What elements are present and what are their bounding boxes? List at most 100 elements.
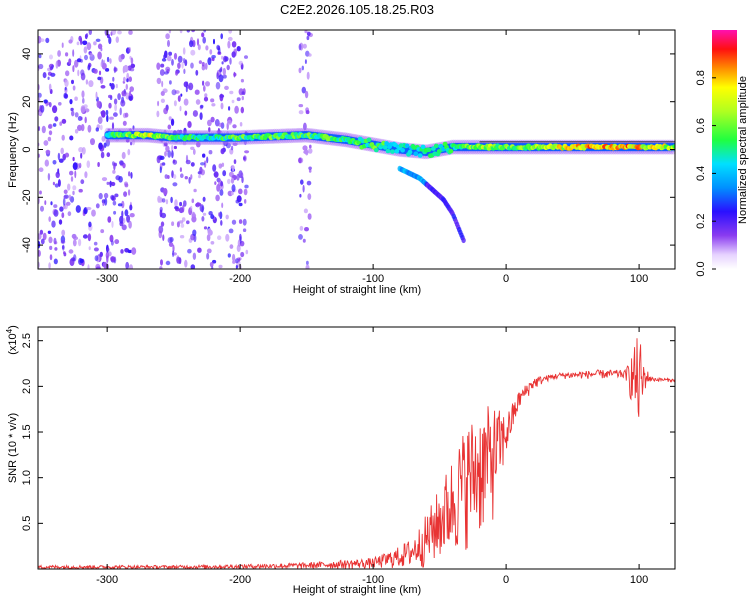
noise-speckle bbox=[69, 135, 74, 141]
y-tick-label: 0 bbox=[21, 146, 33, 152]
noise-speckle bbox=[64, 152, 70, 158]
y-tick-label: 40 bbox=[21, 48, 33, 60]
noise-speckle bbox=[47, 76, 50, 81]
noise-speckle bbox=[39, 190, 42, 195]
noise-speckle bbox=[115, 83, 118, 89]
noise-speckle bbox=[117, 30, 122, 35]
noise-speckle bbox=[180, 93, 183, 97]
noise-speckle bbox=[304, 59, 307, 64]
noise-speckle bbox=[71, 110, 75, 117]
noise-speckle bbox=[240, 251, 245, 258]
x-tick-label: -300 bbox=[96, 273, 118, 285]
noise-speckle bbox=[119, 107, 122, 116]
noise-speckle bbox=[208, 211, 213, 216]
noise-speckle bbox=[39, 38, 45, 42]
noise-speckle bbox=[204, 62, 208, 70]
noise-speckle bbox=[58, 102, 62, 106]
noise-speckle bbox=[63, 252, 67, 257]
noise-speckle bbox=[197, 247, 202, 253]
noise-speckle bbox=[229, 244, 234, 249]
colorbar-tick-label: 0.8 bbox=[695, 70, 707, 85]
noise-speckle bbox=[79, 258, 84, 264]
noise-speckle bbox=[74, 112, 79, 118]
noise-speckle bbox=[97, 43, 103, 50]
noise-speckle bbox=[182, 141, 187, 146]
noise-speckle bbox=[208, 127, 211, 133]
noise-speckle bbox=[199, 112, 203, 120]
noise-speckle bbox=[39, 229, 44, 235]
noise-speckle bbox=[307, 53, 312, 57]
noise-speckle bbox=[238, 188, 243, 195]
noise-speckle bbox=[298, 43, 302, 51]
noise-speckle bbox=[113, 112, 118, 117]
noise-speckle bbox=[183, 81, 189, 88]
noise-speckle bbox=[96, 266, 101, 269]
noise-speckle bbox=[233, 159, 237, 165]
noise-speckle bbox=[157, 195, 161, 203]
noise-speckle bbox=[128, 76, 132, 82]
noise-speckle bbox=[306, 71, 310, 80]
noise-speckle bbox=[176, 256, 181, 264]
noise-speckle bbox=[59, 206, 64, 212]
noise-speckle bbox=[243, 188, 248, 196]
noise-speckle bbox=[91, 209, 96, 217]
y-tick-label: 2.5 bbox=[21, 333, 33, 348]
noise-speckle bbox=[235, 265, 238, 269]
noise-speckle bbox=[170, 119, 174, 126]
noise-speckle bbox=[114, 239, 120, 245]
noise-speckle bbox=[64, 79, 69, 87]
noise-speckle bbox=[110, 83, 115, 90]
y-tick-label: 1.0 bbox=[21, 470, 33, 485]
noise-speckle bbox=[172, 250, 175, 258]
noise-speckle bbox=[131, 139, 136, 146]
noise-speckle bbox=[175, 70, 179, 76]
noise-speckle bbox=[220, 220, 223, 226]
noise-speckle bbox=[51, 64, 54, 69]
noise-speckle bbox=[196, 202, 202, 207]
noise-speckle bbox=[308, 148, 313, 154]
noise-speckle bbox=[222, 67, 226, 76]
noise-speckle bbox=[72, 236, 79, 241]
x-tick-label: 0 bbox=[503, 574, 509, 586]
noise-speckle bbox=[194, 89, 200, 95]
noise-speckle bbox=[128, 46, 132, 53]
noise-speckle bbox=[302, 184, 305, 193]
noise-speckle bbox=[126, 214, 131, 223]
noise-speckle bbox=[129, 264, 133, 269]
diverging-branch bbox=[397, 165, 466, 244]
noise-speckle bbox=[52, 181, 56, 186]
noise-speckle bbox=[100, 151, 105, 159]
noise-speckle bbox=[130, 172, 133, 179]
noise-speckle bbox=[215, 81, 221, 90]
noise-speckle bbox=[179, 201, 183, 207]
noise-speckle bbox=[55, 60, 59, 69]
noise-speckle bbox=[122, 120, 127, 126]
noise-speckle bbox=[107, 251, 112, 257]
noise-speckle bbox=[89, 52, 93, 57]
noise-speckle bbox=[38, 153, 41, 158]
noise-speckle bbox=[96, 100, 101, 108]
noise-speckle bbox=[48, 216, 51, 222]
noise-speckle bbox=[54, 247, 58, 251]
noise-speckle bbox=[106, 255, 109, 263]
noise-speckle bbox=[45, 37, 50, 44]
noise-speckle bbox=[171, 221, 175, 226]
noise-speckle bbox=[97, 76, 102, 81]
noise-speckle bbox=[111, 220, 114, 228]
noise-speckle bbox=[192, 110, 198, 117]
noise-speckle bbox=[230, 177, 235, 184]
noise-speckle bbox=[65, 201, 71, 206]
noise-speckle bbox=[53, 209, 59, 217]
noise-speckle bbox=[38, 233, 42, 240]
noise-speckle bbox=[228, 228, 234, 234]
noise-speckle bbox=[221, 61, 224, 65]
noise-speckle bbox=[209, 261, 214, 268]
signal-core bbox=[366, 137, 372, 143]
y-tick-label: 2.0 bbox=[21, 379, 33, 394]
noise-speckle bbox=[210, 241, 215, 245]
noise-speckle bbox=[171, 144, 174, 152]
noise-speckle bbox=[308, 166, 312, 170]
noise-speckle bbox=[173, 145, 177, 150]
noise-speckle bbox=[129, 86, 134, 92]
